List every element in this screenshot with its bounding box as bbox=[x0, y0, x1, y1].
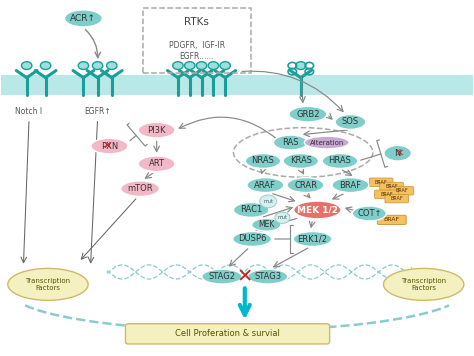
Text: ERK1/2: ERK1/2 bbox=[298, 235, 328, 244]
Text: BRAF: BRAF bbox=[380, 192, 392, 197]
Text: Notch I: Notch I bbox=[16, 107, 43, 116]
Circle shape bbox=[173, 62, 183, 69]
Text: GRB2: GRB2 bbox=[296, 110, 319, 119]
Text: N: N bbox=[394, 149, 401, 158]
Ellipse shape bbox=[287, 178, 324, 193]
Text: PI3K: PI3K bbox=[147, 126, 166, 135]
Ellipse shape bbox=[294, 201, 341, 219]
Text: DUSP6: DUSP6 bbox=[238, 235, 266, 244]
Ellipse shape bbox=[234, 203, 269, 218]
Text: COT↑: COT↑ bbox=[357, 209, 382, 218]
FancyBboxPatch shape bbox=[0, 75, 474, 95]
Text: BRAF: BRAF bbox=[391, 196, 403, 201]
Text: BRAF: BRAF bbox=[383, 218, 400, 222]
Text: RTKs: RTKs bbox=[184, 17, 209, 27]
Text: BRAF: BRAF bbox=[339, 180, 362, 190]
Text: mTOR: mTOR bbox=[128, 184, 153, 193]
Text: Transcription
Factors: Transcription Factors bbox=[26, 278, 71, 291]
Text: CRAR: CRAR bbox=[294, 180, 317, 190]
Text: RAC1: RAC1 bbox=[240, 205, 262, 214]
Ellipse shape bbox=[64, 10, 102, 27]
Text: ART: ART bbox=[149, 159, 164, 168]
FancyBboxPatch shape bbox=[377, 215, 406, 224]
Text: Alteration: Alteration bbox=[310, 140, 344, 146]
Text: BRAF: BRAF bbox=[375, 180, 387, 185]
Ellipse shape bbox=[293, 231, 332, 246]
Circle shape bbox=[107, 62, 117, 69]
Ellipse shape bbox=[138, 156, 175, 172]
Ellipse shape bbox=[332, 178, 369, 193]
Ellipse shape bbox=[245, 153, 281, 168]
Text: mut: mut bbox=[277, 215, 287, 220]
Text: ARAF: ARAF bbox=[255, 180, 276, 190]
Text: EGFR↑: EGFR↑ bbox=[84, 107, 111, 116]
Text: Transcription
Factors: Transcription Factors bbox=[401, 278, 446, 291]
Text: SOS: SOS bbox=[342, 117, 359, 126]
FancyBboxPatch shape bbox=[374, 190, 398, 199]
Text: MEK 1/2: MEK 1/2 bbox=[297, 205, 338, 214]
FancyBboxPatch shape bbox=[380, 182, 403, 191]
Text: ✕: ✕ bbox=[237, 267, 253, 286]
Ellipse shape bbox=[383, 268, 464, 300]
Ellipse shape bbox=[289, 106, 327, 122]
Text: STAG3: STAG3 bbox=[254, 272, 281, 281]
Circle shape bbox=[21, 62, 32, 69]
Ellipse shape bbox=[8, 268, 88, 300]
Text: MEK: MEK bbox=[258, 220, 274, 229]
Circle shape bbox=[296, 62, 306, 69]
FancyBboxPatch shape bbox=[126, 324, 329, 344]
Text: BRAF: BRAF bbox=[385, 184, 398, 189]
Circle shape bbox=[184, 62, 195, 69]
Circle shape bbox=[92, 62, 103, 69]
FancyBboxPatch shape bbox=[369, 178, 393, 187]
Text: RAS: RAS bbox=[282, 138, 299, 147]
Text: HRAS: HRAS bbox=[328, 157, 351, 166]
Circle shape bbox=[220, 62, 230, 69]
Text: mut: mut bbox=[263, 199, 273, 204]
Circle shape bbox=[196, 62, 207, 69]
Circle shape bbox=[40, 62, 51, 69]
Text: BRAF: BRAF bbox=[396, 188, 408, 193]
Circle shape bbox=[275, 212, 290, 224]
Text: Cell Proferation & survial: Cell Proferation & survial bbox=[175, 329, 280, 338]
Text: ✕: ✕ bbox=[396, 148, 404, 158]
Circle shape bbox=[208, 62, 219, 69]
Ellipse shape bbox=[352, 206, 386, 221]
Ellipse shape bbox=[252, 219, 281, 231]
Text: STAG2: STAG2 bbox=[209, 272, 236, 281]
Ellipse shape bbox=[202, 269, 242, 284]
Ellipse shape bbox=[304, 136, 349, 149]
Text: PDGFR,  IGF-IR
EGFR......: PDGFR, IGF-IR EGFR...... bbox=[169, 41, 225, 61]
Ellipse shape bbox=[247, 178, 284, 193]
Text: ACR↑: ACR↑ bbox=[71, 14, 96, 23]
Ellipse shape bbox=[138, 122, 175, 138]
FancyBboxPatch shape bbox=[385, 194, 409, 203]
Ellipse shape bbox=[121, 181, 159, 197]
Text: NRAS: NRAS bbox=[252, 157, 274, 166]
Ellipse shape bbox=[233, 231, 272, 246]
FancyBboxPatch shape bbox=[390, 187, 414, 195]
Ellipse shape bbox=[91, 138, 128, 154]
Ellipse shape bbox=[322, 153, 358, 168]
Text: ✕: ✕ bbox=[103, 141, 112, 151]
Text: PXN: PXN bbox=[101, 142, 118, 151]
Ellipse shape bbox=[283, 153, 319, 168]
Ellipse shape bbox=[335, 115, 366, 130]
Text: KRAS: KRAS bbox=[290, 157, 312, 166]
Ellipse shape bbox=[273, 135, 308, 150]
Circle shape bbox=[260, 195, 277, 208]
Circle shape bbox=[78, 62, 89, 69]
Ellipse shape bbox=[247, 269, 288, 284]
Ellipse shape bbox=[384, 145, 411, 161]
